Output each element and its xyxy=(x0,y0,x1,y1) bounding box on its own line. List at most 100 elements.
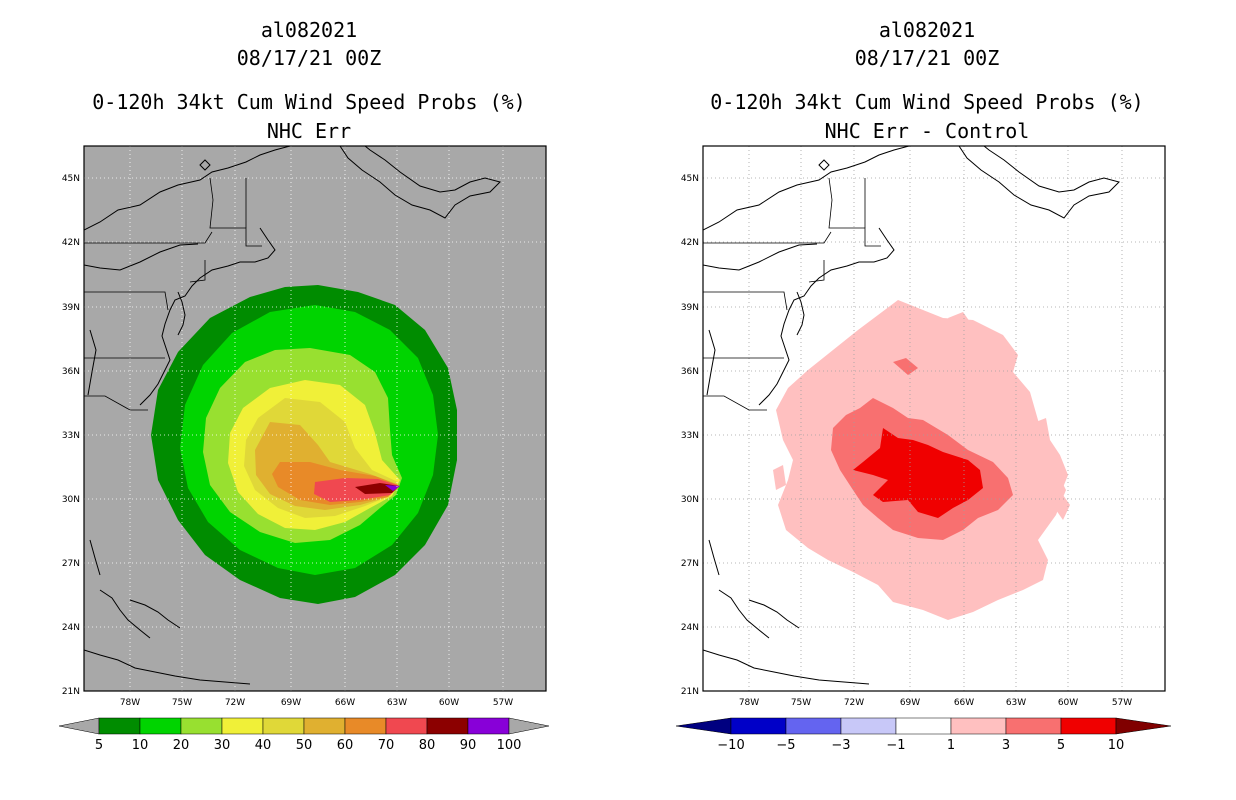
contour-90 xyxy=(385,485,400,491)
svg-text:66W: 66W xyxy=(335,698,355,708)
svg-text:66W: 66W xyxy=(954,698,974,708)
svg-text:60W: 60W xyxy=(1058,698,1078,708)
svg-text:33N: 33N xyxy=(62,431,80,441)
colorbar-swatch xyxy=(385,717,428,735)
colorbar-label: 30 xyxy=(214,738,231,753)
svg-text:21N: 21N xyxy=(62,687,80,697)
colorbar-label: 3 xyxy=(1002,738,1010,753)
graticule xyxy=(703,146,1165,691)
colorbar-label: 80 xyxy=(419,738,436,753)
subtitle: NHC Err xyxy=(266,119,352,143)
coastlines xyxy=(703,146,1120,685)
colorbar-label: 60 xyxy=(337,738,354,753)
colorbar-label: 1 xyxy=(947,738,955,753)
svg-text:21N: 21N xyxy=(681,687,699,697)
svg-text:36N: 36N xyxy=(62,367,80,377)
colorbar-label: 90 xyxy=(460,738,477,753)
colorbar-label: −10 xyxy=(717,738,744,753)
lon-labels: 78W 75W 72W 69W 66W 63W 60W 57W xyxy=(120,698,513,708)
svg-text:39N: 39N xyxy=(681,303,699,313)
datetime: 08/17/21 00Z xyxy=(854,46,1000,70)
colorbar-swatch xyxy=(1005,717,1062,735)
difference-contours xyxy=(703,146,1165,691)
colorbar-swatch xyxy=(139,717,182,735)
svg-text:27N: 27N xyxy=(62,559,80,569)
svg-text:75W: 75W xyxy=(172,698,192,708)
colorbar-label: 10 xyxy=(1108,738,1125,753)
colorbar-swatch xyxy=(426,717,469,735)
colorbar-swatch xyxy=(303,717,346,735)
svg-text:60W: 60W xyxy=(439,698,459,708)
colorbar-swatch xyxy=(180,717,223,735)
svg-text:72W: 72W xyxy=(225,698,245,708)
colorbar-swatch xyxy=(785,717,842,735)
svg-text:39N: 39N xyxy=(62,303,80,313)
colorbar-arrow-high xyxy=(1115,717,1172,735)
colorbar-arrow-high xyxy=(508,717,550,735)
colorbar-swatch xyxy=(344,717,387,735)
colorbar-arrow-low xyxy=(58,717,100,735)
colorbar-label: −3 xyxy=(831,738,850,753)
colorbar-label: 5 xyxy=(1057,738,1065,753)
svg-text:75W: 75W xyxy=(791,698,811,708)
state-borders xyxy=(84,177,262,411)
right-panel: al082021 08/17/21 00Z 0-120h 34kt Cum Wi… xyxy=(618,0,1236,800)
map-frame xyxy=(83,145,547,692)
colorbar-label: 40 xyxy=(255,738,272,753)
coastlines xyxy=(84,146,501,685)
svg-text:24N: 24N xyxy=(681,623,699,633)
colorbar: 5 10 20 30 40 50 60 70 80 90 100 xyxy=(58,717,550,753)
svg-text:36N: 36N xyxy=(681,367,699,377)
svg-text:42N: 42N xyxy=(62,238,80,248)
svg-text:57W: 57W xyxy=(1112,698,1132,708)
colorbar-swatch xyxy=(262,717,305,735)
colorbar-arrow-low xyxy=(675,717,732,735)
svg-text:72W: 72W xyxy=(844,698,864,708)
svg-text:57W: 57W xyxy=(493,698,513,708)
storm-id: al082021 xyxy=(260,18,358,42)
left-map: 45N 42N 39N 36N 33N 30N 27N 24N 21N 78W … xyxy=(58,145,550,753)
colorbar-label: −5 xyxy=(776,738,795,753)
colorbar-swatch xyxy=(221,717,264,735)
svg-text:45N: 45N xyxy=(62,174,80,184)
map-frame xyxy=(702,145,1166,692)
lon-labels: 78W 75W 72W 69W 66W 63W 60W 57W xyxy=(739,698,1132,708)
colorbar-label: −1 xyxy=(886,738,905,753)
state-borders xyxy=(703,177,881,411)
colorbar-swatch xyxy=(98,717,141,735)
product-title: 0-120h 34kt Cum Wind Speed Probs (%) xyxy=(92,90,526,114)
svg-text:69W: 69W xyxy=(900,698,920,708)
colorbar-swatch xyxy=(730,717,787,735)
colorbar-swatch xyxy=(895,717,952,735)
svg-text:63W: 63W xyxy=(1006,698,1026,708)
colorbar-label: 70 xyxy=(378,738,395,753)
probability-contours xyxy=(84,146,546,691)
graticule xyxy=(84,146,546,691)
svg-text:30N: 30N xyxy=(62,495,80,505)
svg-text:42N: 42N xyxy=(681,238,699,248)
svg-text:69W: 69W xyxy=(281,698,301,708)
contour-5-to-10 xyxy=(853,428,983,518)
colorbar-swatch xyxy=(950,717,1007,735)
colorbar-label: 5 xyxy=(95,738,103,753)
storm-id: al082021 xyxy=(878,18,976,42)
colorbar-label: 10 xyxy=(132,738,149,753)
product-title: 0-120h 34kt Cum Wind Speed Probs (%) xyxy=(710,90,1144,114)
lat-labels: 45N 42N 39N 36N 33N 30N 27N 24N 21N xyxy=(62,174,80,697)
svg-text:27N: 27N xyxy=(681,559,699,569)
colorbar-swatch xyxy=(1060,717,1117,735)
svg-text:30N: 30N xyxy=(681,495,699,505)
svg-text:24N: 24N xyxy=(62,623,80,633)
svg-text:78W: 78W xyxy=(120,698,140,708)
datetime: 08/17/21 00Z xyxy=(236,46,382,70)
colorbar-label: 20 xyxy=(173,738,190,753)
subtitle: NHC Err - Control xyxy=(824,119,1030,143)
svg-text:63W: 63W xyxy=(387,698,407,708)
left-panel: al082021 08/17/21 00Z 0-120h 34kt Cum Wi… xyxy=(58,18,550,753)
colorbar: −10 −5 −3 −1 1 3 5 10 xyxy=(675,717,1172,753)
colorbar-swatch xyxy=(840,717,897,735)
right-map: 45N 42N 39N 36N 33N 30N 27N 24N 21N 78W … xyxy=(675,145,1172,753)
colorbar-label: 100 xyxy=(497,738,522,753)
lat-labels: 45N 42N 39N 36N 33N 30N 27N 24N 21N xyxy=(681,174,699,697)
svg-text:45N: 45N xyxy=(681,174,699,184)
